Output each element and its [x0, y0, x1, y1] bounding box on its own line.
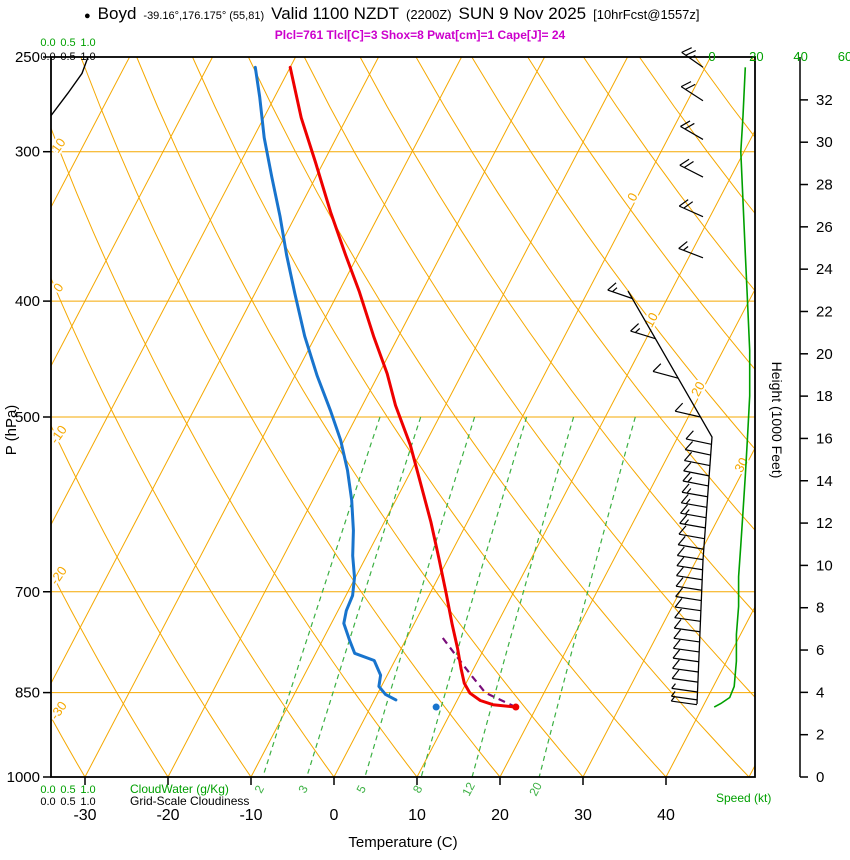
svg-text:5: 5 [354, 783, 370, 796]
svg-text:30: 30 [816, 134, 833, 151]
mixing-ratio-labels: 2 3 5 8 12 20 [251, 780, 545, 799]
svg-text:-20: -20 [156, 807, 179, 824]
sounding-parameters: Plcl=761 Tlcl[C]=3 Shox=8 Pwat[cm]=1 Cap… [274, 28, 566, 42]
svg-text:0.0: 0.0 [40, 784, 55, 796]
svg-text:6: 6 [816, 642, 824, 659]
svg-text:40: 40 [657, 807, 675, 824]
svg-text:0: 0 [50, 280, 66, 295]
station-coords: -39.16°,176.175° (55,81) [143, 10, 265, 22]
cloudiness-curve [51, 57, 89, 117]
svg-text:22: 22 [816, 303, 833, 320]
wind-barbs [607, 47, 712, 706]
svg-text:20: 20 [526, 780, 545, 799]
svg-text:18: 18 [816, 388, 833, 405]
svg-text:Height (1000 Feet): Height (1000 Feet) [769, 362, 785, 479]
svg-text:8: 8 [410, 783, 426, 796]
svg-text:8: 8 [816, 600, 824, 617]
svg-text:300: 300 [15, 144, 40, 161]
svg-text:700: 700 [15, 584, 40, 601]
svg-text:32: 32 [816, 92, 833, 109]
valid-time: Valid 1100 NZDT [271, 4, 399, 23]
svg-text:0: 0 [708, 49, 715, 64]
svg-text:0.0: 0.0 [40, 37, 55, 49]
svg-text:Grid-Scale Cloudiness: Grid-Scale Cloudiness [130, 794, 249, 808]
svg-text:16: 16 [816, 430, 833, 447]
svg-text:24: 24 [816, 261, 833, 278]
svg-text:0.5: 0.5 [60, 784, 75, 796]
svg-text:3: 3 [295, 783, 311, 796]
svg-text:1.0: 1.0 [80, 37, 95, 49]
svg-text:-30: -30 [73, 807, 96, 824]
svg-text:850: 850 [15, 685, 40, 702]
dewpoint-curve [253, 65, 398, 702]
surface-dewpoint-dot [432, 703, 440, 711]
svg-text:20: 20 [749, 49, 763, 64]
forecast-info: [10hrFcst@1557z] [593, 7, 700, 22]
temperature-curve [288, 65, 518, 709]
cloud-scales: 0.00.00.00.00.50.50.50.51.01.01.01.0Clou… [40, 37, 249, 808]
parcel-curve [439, 634, 517, 709]
svg-text:20: 20 [816, 346, 833, 363]
wind-speed-curve [713, 67, 751, 708]
svg-text:20: 20 [688, 379, 708, 399]
svg-text:0.0: 0.0 [40, 51, 55, 63]
title-bar: ● Boyd -39.16°,176.175° (55,81) Valid 11… [84, 4, 700, 24]
svg-text:P (hPa): P (hPa) [3, 405, 20, 456]
valid-zulu: (2200Z) [406, 7, 452, 22]
svg-text:400: 400 [15, 293, 40, 310]
station-bullet: ● [84, 10, 91, 22]
svg-text:1.0: 1.0 [80, 51, 95, 63]
wind-staff-line [627, 290, 713, 705]
pressure-axis: 250 300 400 500 700 850 1000 P (hPa) [3, 49, 51, 786]
svg-text:0: 0 [624, 190, 641, 203]
svg-text:1.0: 1.0 [80, 796, 95, 808]
svg-text:12: 12 [816, 515, 833, 532]
svg-text:0.5: 0.5 [60, 37, 75, 49]
svg-text:12: 12 [459, 780, 478, 799]
mixing-ratio-lines [262, 416, 636, 777]
svg-text:20: 20 [491, 807, 509, 824]
svg-text:2: 2 [251, 783, 267, 796]
svg-text:1.0: 1.0 [80, 784, 95, 796]
svg-text:250: 250 [15, 49, 40, 66]
svg-text:0: 0 [330, 807, 339, 824]
svg-text:0: 0 [816, 769, 824, 786]
svg-text:500: 500 [15, 409, 40, 426]
svg-text:2: 2 [816, 727, 824, 744]
svg-text:30: 30 [731, 455, 751, 475]
svg-text:Speed (kt): Speed (kt) [716, 791, 771, 805]
svg-text:60: 60 [838, 49, 850, 64]
svg-text:30: 30 [574, 807, 592, 824]
svg-text:0.5: 0.5 [60, 51, 75, 63]
profiles [51, 57, 751, 711]
surface-temp-dot [512, 703, 520, 711]
svg-text:Temperature (C): Temperature (C) [348, 834, 457, 851]
svg-text:4: 4 [816, 684, 824, 701]
svg-text:0.0: 0.0 [40, 796, 55, 808]
svg-text:10: 10 [408, 807, 426, 824]
svg-text:-10: -10 [239, 807, 262, 824]
background-grid [51, 57, 755, 777]
svg-text:10: 10 [816, 557, 833, 574]
svg-text:40: 40 [793, 49, 807, 64]
svg-text:28: 28 [816, 177, 833, 194]
svg-text:26: 26 [816, 219, 833, 236]
svg-text:1000: 1000 [7, 769, 40, 786]
svg-text:CloudWater (g/Kg): CloudWater (g/Kg) [130, 782, 229, 796]
temperature-axis: -30 -20 -10 0 10 20 30 40 Temperature (C) [73, 777, 675, 851]
svg-text:14: 14 [816, 473, 833, 490]
svg-text:0.5: 0.5 [60, 796, 75, 808]
valid-date: SUN 9 Nov 2025 [458, 4, 587, 23]
station-name: Boyd [97, 4, 137, 23]
